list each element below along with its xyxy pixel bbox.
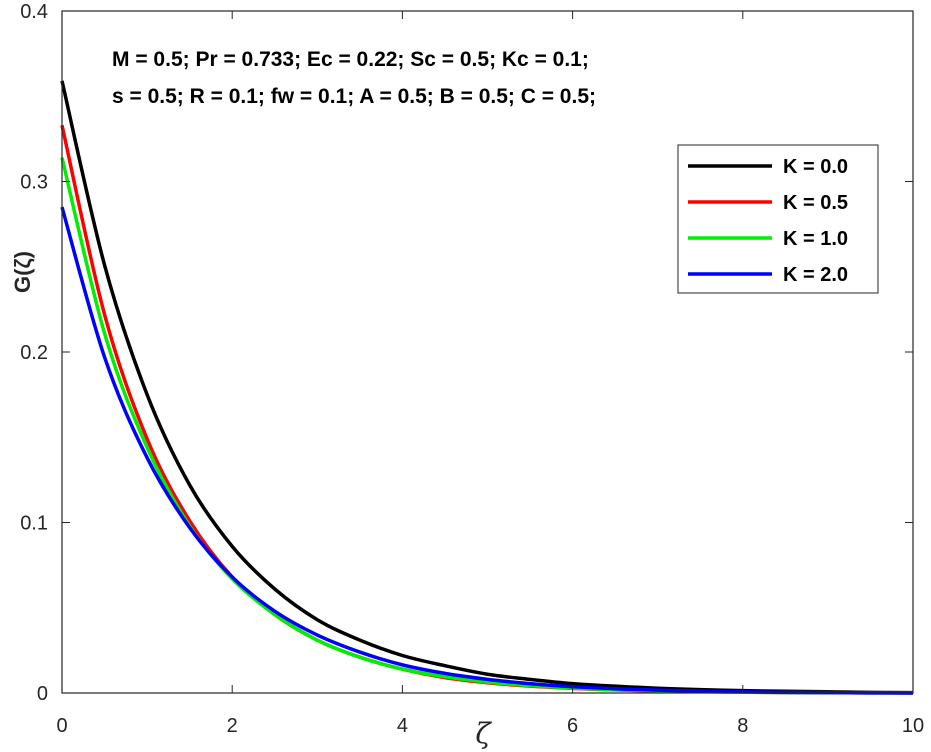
x-tick-label: 4 — [397, 715, 408, 737]
series-line-3 — [60, 206, 914, 695]
y-tick-label: 0.4 — [20, 1, 48, 23]
y-axis-label: G(ζ) — [10, 251, 35, 293]
x-tick-label: 10 — [902, 715, 924, 737]
x-axis-label: ζ — [475, 717, 492, 750]
x-tick-label: 6 — [567, 715, 578, 737]
annotation-line-2: s = 0.5; R = 0.1; fw = 0.1; A = 0.5; B =… — [112, 85, 596, 108]
y-tick-label: 0.1 — [20, 513, 48, 535]
axis-ticks: 0 2 4 6 8 10 0 0.1 0.2 0.3 0.4 — [20, 1, 924, 737]
legend-label-0: K = 0.0 — [783, 156, 848, 178]
y-tick-label: 0.3 — [20, 172, 48, 194]
y-tick-label: 0.2 — [20, 342, 48, 364]
y-tick-label: 0 — [37, 683, 48, 705]
legend-box — [677, 144, 879, 294]
x-tick-label: 2 — [227, 715, 238, 737]
legend-label-2: K = 1.0 — [783, 228, 848, 250]
x-tick-label: 0 — [56, 715, 67, 737]
plot-area — [60, 80, 914, 695]
annotation-line-1: M = 0.5; Pr = 0.733; Ec = 0.22; Sc = 0.5… — [112, 48, 589, 71]
x-tick-label: 8 — [737, 715, 748, 737]
legend: K = 0.0 K = 0.5 K = 1.0 K = 2.0 — [677, 144, 879, 294]
legend-label-3: K = 2.0 — [783, 264, 848, 286]
legend-label-1: K = 0.5 — [783, 192, 848, 214]
